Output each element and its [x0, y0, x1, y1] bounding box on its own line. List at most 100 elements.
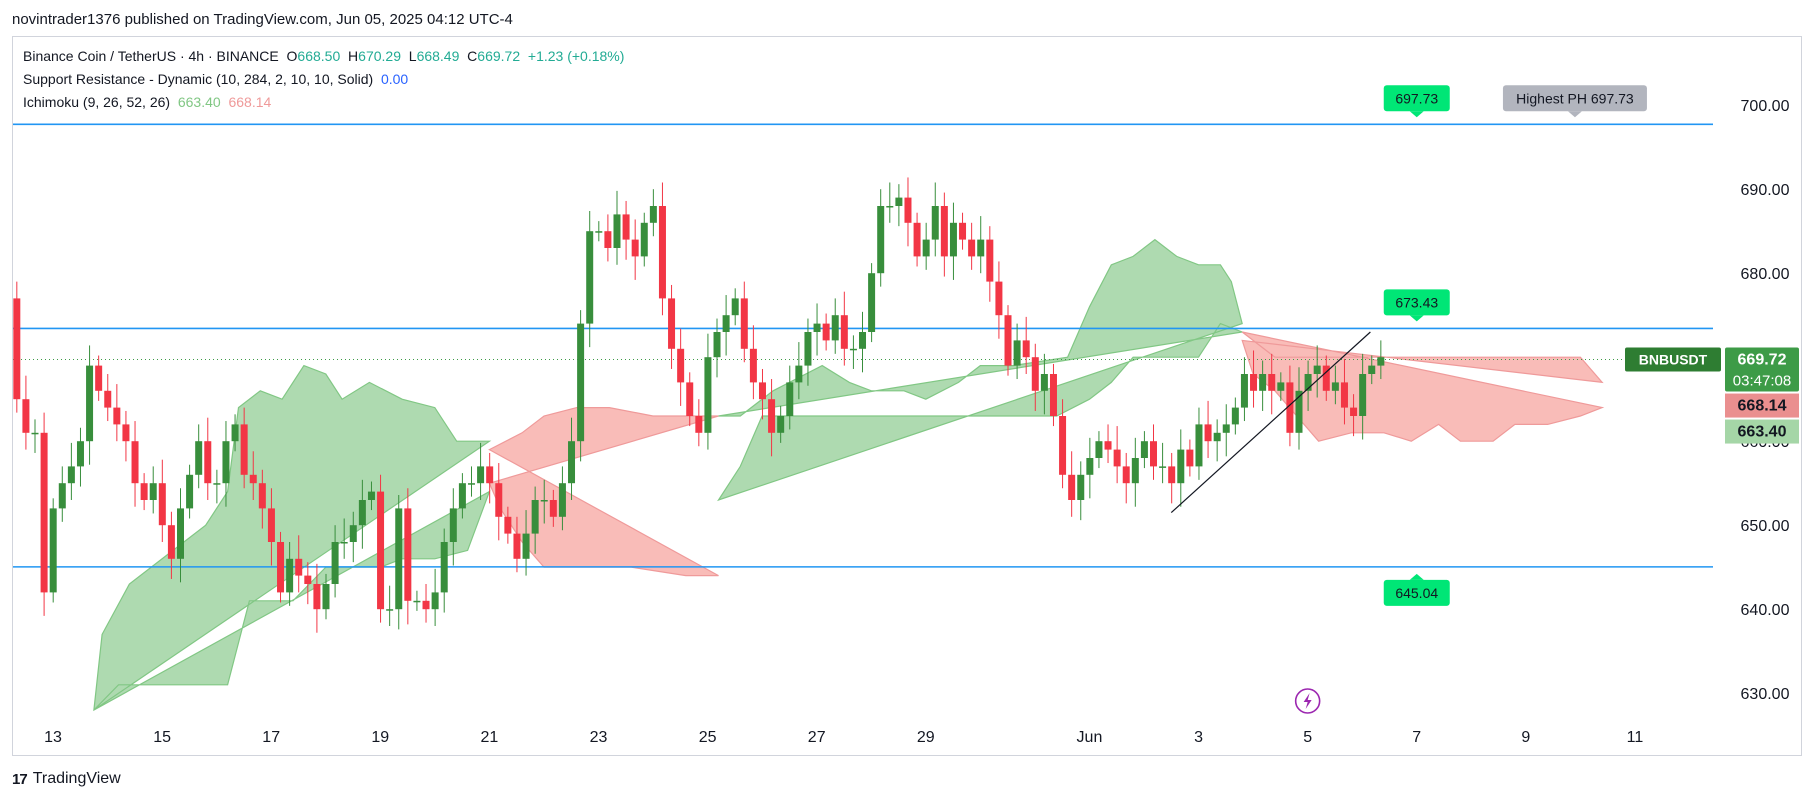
- candle-body: [877, 206, 885, 274]
- candle: [486, 452, 494, 504]
- candle-body: [604, 231, 612, 248]
- candle-body: [895, 197, 903, 206]
- candle: [313, 563, 321, 633]
- legend-indicator-ichimoku[interactable]: Ichimoku (9, 26, 52, 26) 663.40 668.14: [23, 91, 624, 114]
- candle-body: [1340, 382, 1348, 408]
- candle-body: [704, 357, 712, 433]
- level-badge-673-box: [1383, 289, 1450, 316]
- candle: [304, 562, 312, 605]
- candle-body: [749, 348, 757, 383]
- open-value: 668.50: [297, 48, 341, 64]
- candle-body: [1231, 407, 1239, 425]
- candle-body: [113, 407, 121, 425]
- candle-body: [531, 500, 539, 534]
- candle-body: [849, 348, 857, 351]
- chart-legend: Binance Coin / TetherUS · 4h · BINANCE O…: [23, 45, 624, 114]
- candle: [959, 212, 967, 250]
- candle-body: [222, 441, 230, 484]
- symbol-name[interactable]: Binance Coin / TetherUS · 4h · BINANCE: [23, 48, 279, 64]
- candle: [804, 318, 812, 386]
- candle: [358, 479, 366, 549]
- candle-body: [1077, 474, 1085, 500]
- candle: [822, 313, 830, 351]
- candle-body: [522, 533, 530, 559]
- candle-body: [859, 332, 867, 349]
- indicator-ichimoku-name[interactable]: Ichimoku (9, 26, 52, 26): [23, 94, 171, 110]
- candle-body: [813, 323, 821, 332]
- x-tick-label: 15: [153, 729, 171, 746]
- price-axis-layer: 700.00690.00680.00670.00660.00650.00640.…: [1625, 98, 1799, 703]
- tradingview-logo-icon: 17: [12, 770, 28, 788]
- candle: [904, 177, 912, 247]
- candle-body: [176, 508, 184, 559]
- candle-body: [613, 214, 621, 248]
- indicator-ichimoku-value-b: 668.14: [228, 94, 272, 110]
- candle-body: [1259, 374, 1267, 391]
- candle-body: [540, 500, 548, 502]
- candle-body: [31, 432, 39, 435]
- candle-body: [358, 500, 366, 526]
- x-tick-label: 7: [1412, 729, 1421, 746]
- y-tick-label: 680.00: [1741, 266, 1790, 283]
- candle-body: [513, 533, 521, 559]
- footer-brand[interactable]: 17 TradingView: [12, 770, 121, 788]
- candle-body: [1040, 374, 1048, 391]
- level-badge-697-pointer: [1409, 111, 1424, 118]
- candle-body: [1286, 382, 1294, 433]
- candle-body: [722, 315, 730, 332]
- x-tick-label: 11: [1627, 729, 1644, 746]
- candle: [1150, 424, 1158, 480]
- candle-body: [486, 466, 494, 484]
- candle: [1368, 355, 1376, 385]
- candle: [813, 303, 821, 356]
- symbol-tag-label: BNBUSDT: [1639, 352, 1708, 368]
- candle: [1204, 400, 1212, 458]
- indicator-ichimoku-value-a: 663.40: [177, 94, 221, 110]
- x-tick-label: 29: [917, 729, 935, 746]
- candle: [67, 442, 75, 500]
- candle-body: [86, 365, 94, 442]
- candle-body: [1350, 407, 1358, 416]
- candle-body: [649, 206, 657, 223]
- cloud-green-1: [93, 364, 492, 712]
- legend-indicator-sr[interactable]: Support Resistance - Dynamic (10, 284, 2…: [23, 68, 624, 91]
- candle-body: [1004, 315, 1012, 366]
- candle: [477, 442, 485, 500]
- legend-symbol-row[interactable]: Binance Coin / TetherUS · 4h · BINANCE O…: [23, 45, 624, 68]
- candle: [122, 410, 130, 462]
- candle-body: [1131, 458, 1139, 484]
- indicator-sr-name[interactable]: Support Resistance - Dynamic (10, 284, 2…: [23, 71, 374, 87]
- candle-body: [67, 466, 75, 484]
- candle: [377, 474, 385, 623]
- candle-body: [922, 239, 930, 257]
- price-chart[interactable]: 697.73 673.43 645.04 Highest PH 697.73 700.…: [13, 37, 1801, 755]
- candle: [1340, 358, 1348, 425]
- candle-body: [140, 483, 148, 500]
- candle: [322, 573, 330, 620]
- close-label: C: [467, 48, 478, 64]
- candle-body: [431, 592, 439, 610]
- candle: [267, 488, 275, 566]
- candle: [1049, 363, 1057, 427]
- x-tick-label: 9: [1521, 729, 1530, 746]
- candle: [413, 590, 421, 611]
- candle: [613, 190, 621, 265]
- candle: [49, 498, 57, 603]
- chart-frame[interactable]: 697.73 673.43 645.04 Highest PH 697.73 700.…: [12, 36, 1802, 756]
- y-tick-label: 700.00: [1741, 98, 1790, 115]
- candle: [631, 219, 639, 280]
- candle-body: [568, 441, 576, 484]
- close-value: 669.72: [477, 48, 521, 64]
- candle-body: [986, 239, 994, 282]
- highest-ph-badge-box: [1502, 85, 1647, 112]
- x-tick-label: 17: [262, 729, 280, 746]
- candle: [531, 486, 539, 554]
- candle: [58, 466, 66, 522]
- brand-name: TradingView: [32, 770, 121, 787]
- candle: [795, 342, 803, 400]
- candle-body: [1250, 374, 1258, 391]
- candle: [913, 212, 921, 267]
- candle-body: [404, 508, 412, 601]
- candle: [668, 284, 676, 369]
- candle: [504, 506, 512, 544]
